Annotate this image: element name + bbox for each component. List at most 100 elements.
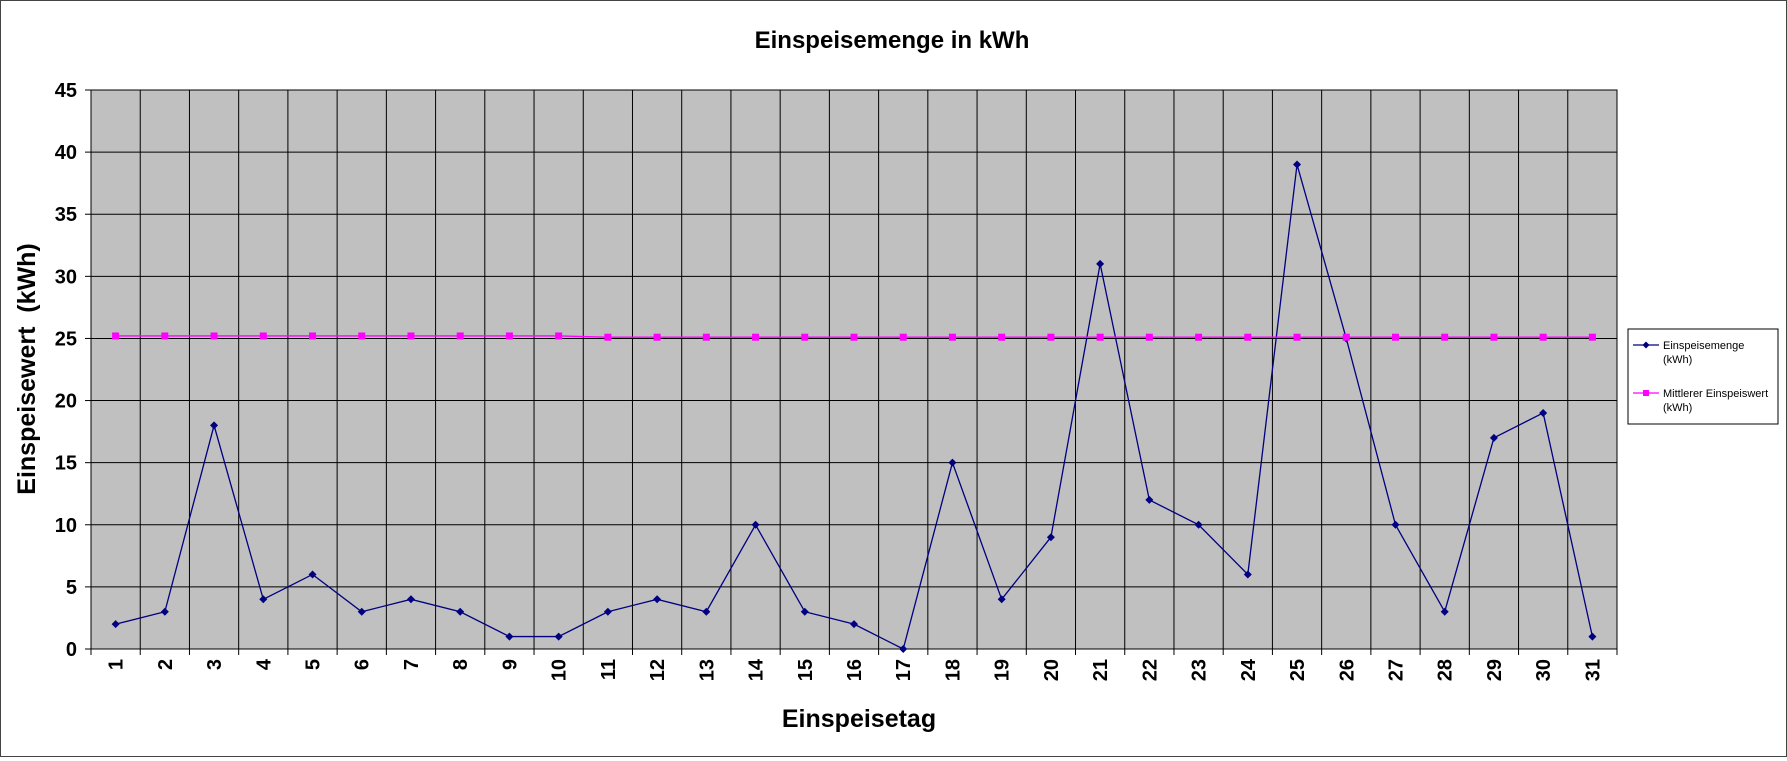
x-tick-label: 7 xyxy=(401,659,423,670)
data-point xyxy=(210,421,219,430)
y-axis-ticks: 0 5 10 15 20 25 30 35 40 45 xyxy=(55,80,91,661)
x-tick-label: 17 xyxy=(893,659,915,681)
x-tick-label: 4 xyxy=(253,658,275,670)
data-point xyxy=(1293,160,1302,169)
x-axis-ticks: 1 2 3 4 5 6 7 8 9 10 11 12 13 14 15 16 17 18 19 20 21 22 23 24 2… xyxy=(90,649,1618,681)
data-point xyxy=(160,607,169,616)
x-tick-label: 8 xyxy=(450,659,472,670)
data-point xyxy=(112,332,120,340)
x-tick-label: 11 xyxy=(598,659,620,680)
data-point xyxy=(555,332,563,340)
x-tick-label: 14 xyxy=(746,658,768,681)
data-point xyxy=(456,332,464,340)
data-point xyxy=(406,595,415,604)
data-point xyxy=(1244,333,1252,341)
x-tick-label: 13 xyxy=(696,659,718,681)
legend-marker xyxy=(1642,341,1650,349)
data-point xyxy=(653,333,661,341)
data-point xyxy=(899,645,908,653)
data-point xyxy=(505,332,513,340)
data-point xyxy=(1588,632,1597,641)
data-point xyxy=(358,332,366,340)
x-tick-label: 10 xyxy=(549,659,571,681)
data-point xyxy=(997,595,1006,604)
data-point xyxy=(1145,333,1153,341)
data-point xyxy=(259,332,267,340)
x-axis-title: Einspeisetag xyxy=(782,705,936,733)
y-tick-label: 30 xyxy=(55,266,77,288)
legend-label: Mittlerer Einspeiswert xyxy=(1663,388,1768,400)
data-point xyxy=(702,607,711,616)
x-tick-label: 5 xyxy=(303,659,325,670)
data-point xyxy=(1293,333,1301,341)
y-axis-title: Einspeisewert (kWh) xyxy=(13,243,41,494)
data-point xyxy=(407,332,415,340)
y-tick-label: 45 xyxy=(55,80,77,102)
x-tick-label: 31 xyxy=(1582,659,1604,681)
legend: Einspeisemenge (kWh) Mittlerer Einspeiswer… xyxy=(1627,328,1779,425)
data-point xyxy=(111,620,120,629)
x-tick-label: 18 xyxy=(942,659,964,681)
x-tick-label: 28 xyxy=(1435,659,1457,681)
data-point xyxy=(1195,333,1203,341)
plot-area xyxy=(90,89,1618,650)
data-point xyxy=(998,333,1006,341)
data-point xyxy=(948,333,956,341)
x-tick-label: 21 xyxy=(1090,659,1112,681)
data-point xyxy=(1243,570,1252,579)
legend-marker xyxy=(1643,390,1649,396)
x-tick-label: 29 xyxy=(1484,659,1506,681)
y-tick-label: 20 xyxy=(55,391,77,413)
x-tick-label: 12 xyxy=(647,659,669,681)
y-tick-label: 10 xyxy=(55,515,77,537)
data-point xyxy=(800,607,809,616)
data-point xyxy=(1047,333,1055,341)
data-point xyxy=(1096,259,1105,268)
x-tick-label: 25 xyxy=(1287,659,1309,681)
grid-lines xyxy=(91,89,1617,650)
data-point xyxy=(702,333,710,341)
data-point xyxy=(751,520,760,529)
data-point xyxy=(1441,333,1449,341)
x-tick-label: 6 xyxy=(352,659,374,670)
x-tick-label: 1 xyxy=(106,659,128,670)
data-point xyxy=(850,620,858,629)
y-tick-label: 15 xyxy=(55,453,77,475)
x-tick-label: 16 xyxy=(844,659,866,681)
data-point xyxy=(1539,408,1548,417)
data-point xyxy=(456,607,465,616)
data-point xyxy=(1342,333,1350,341)
data-point xyxy=(1539,333,1547,341)
chart-title: Einspeisemenge in kWh xyxy=(755,27,1030,54)
y-tick-label: 25 xyxy=(55,328,77,350)
y-tick-label: 35 xyxy=(55,204,77,226)
x-tick-label: 23 xyxy=(1189,659,1211,681)
legend-label: (kWh) xyxy=(1663,354,1692,366)
data-point xyxy=(899,333,907,341)
x-tick-label: 9 xyxy=(499,659,521,670)
data-point xyxy=(259,595,268,604)
data-point xyxy=(1391,333,1399,341)
x-tick-label: 15 xyxy=(795,659,817,681)
data-point xyxy=(309,332,317,340)
x-tick-label: 26 xyxy=(1336,659,1358,681)
data-point xyxy=(653,595,662,604)
data-point xyxy=(210,332,218,340)
data-point xyxy=(554,632,563,641)
x-tick-label: 2 xyxy=(155,659,177,670)
data-point xyxy=(1588,333,1596,341)
x-tick-label: 19 xyxy=(992,659,1014,681)
legend-label: (kWh) xyxy=(1663,402,1692,414)
data-point xyxy=(1096,333,1104,341)
data-point xyxy=(1145,495,1154,504)
y-tick-label: 40 xyxy=(55,142,77,164)
data-point xyxy=(1391,520,1400,529)
data-point xyxy=(1046,533,1055,542)
data-point xyxy=(752,333,760,341)
data-point xyxy=(308,570,317,579)
x-tick-label: 30 xyxy=(1533,659,1555,681)
data-point xyxy=(604,333,612,341)
data-point xyxy=(505,632,514,641)
